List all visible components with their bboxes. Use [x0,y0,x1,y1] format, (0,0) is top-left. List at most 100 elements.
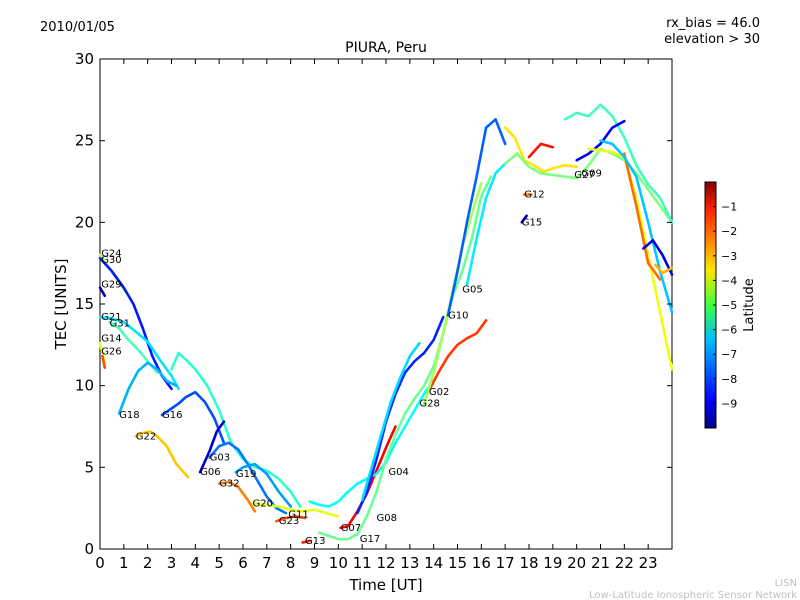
series-g05b [465,162,507,286]
x-tick-label: 7 [262,554,272,572]
colorbar-tick-label: −4 [721,274,737,287]
satellite-label: G16 [162,410,182,421]
satellite-label: G30 [101,255,121,266]
satellite-label: G04 [388,467,408,478]
satellite-label: G18 [119,410,139,421]
satellite-label: G19 [236,469,256,480]
series-g26b [575,119,626,162]
series-g15 [520,214,528,224]
series-g12 [503,126,579,173]
satellite-label: G20 [253,498,273,509]
x-tick-label: 19 [543,554,562,572]
x-tick-label: 20 [567,554,586,572]
series-g09 [563,103,674,224]
x-tick-label: 10 [329,554,348,572]
plot-area [99,58,673,550]
series-g27 [503,147,674,224]
satellite-label: G24 [101,248,121,259]
satellite-label: G27 [574,170,594,181]
satellite-label: G31 [110,319,130,330]
colorbar-tick-label: −6 [721,324,737,337]
x-tick-label: 9 [310,554,320,572]
x-tick-label: 2 [143,554,153,572]
satellite-label: G12 [524,190,544,201]
y-tick-label: 0 [84,540,94,558]
colorbar-tick-label: −2 [721,225,737,238]
colorbar-tick-label: −7 [721,348,737,361]
x-tick-label: 11 [353,554,372,572]
colorbar-tick-label: −8 [721,373,737,386]
series-g22 [134,430,190,479]
series-g23 [275,514,307,523]
x-tick-label: 3 [167,554,177,572]
x-tick-label: 23 [639,554,658,572]
series-g18 [117,361,178,415]
x-tick-label: 0 [95,554,105,572]
y-tick-label: 25 [75,132,94,150]
x-tick-label: 16 [472,554,491,572]
series-g16 [160,390,226,445]
series-g21 [98,315,180,391]
satellite-label: G05 [462,284,482,295]
elevation-label: elevation > 30 [664,32,760,47]
x-tick-label: 22 [615,554,634,572]
x-tick-label: 17 [496,554,515,572]
series-g06 [198,420,226,474]
date-label: 2010/01/05 [40,20,115,35]
series-g29 [98,286,107,298]
footer-org-long: Low-Latitude Ionospheric Sensor Network [589,590,797,600]
colorbar-tick-label: −1 [721,201,737,214]
x-tick-label: 1 [119,554,129,572]
colorbar-ticks: −1 −2 −3 −4 −5 −6 −7 −8 −9 [713,201,737,410]
series-g20 [251,501,340,518]
footer-org-short: LISN [775,578,797,589]
colorbar-label: Latitude [742,278,757,332]
satellite-label: G23 [279,516,299,527]
x-tick-label: 5 [214,554,224,572]
x-tick-label: 12 [376,554,395,572]
series-layer [98,103,674,544]
satellite-label: G28 [419,399,439,410]
series-g28 [360,341,421,502]
x-tick-label: 18 [519,554,538,572]
satellite-label: G29 [101,279,121,290]
series-g05 [446,118,507,317]
series-g21b [642,239,674,276]
satellite-label: G02 [429,387,449,398]
satellite-label: G13 [305,536,325,547]
y-tick-label: 5 [84,458,94,476]
series-g11 [170,351,302,508]
series-g13 [301,539,312,544]
colorbar-tick-label: −9 [721,397,737,410]
satellite-label: G22 [136,431,156,442]
colorbar-tick-label: −5 [721,299,737,312]
satellite-label: G14 [101,333,121,344]
x-axis-label: Time [UT] [348,576,422,594]
x-tick-label: 13 [400,554,419,572]
satellite-label: G08 [377,513,397,524]
satellite-label: G17 [360,534,380,545]
rx-bias-label: rx_bias = 46.0 [666,16,760,31]
y-tick-label: 20 [75,213,94,231]
series-g22b [653,263,674,275]
x-tick-label: 15 [448,554,467,572]
series-g03 [208,441,288,515]
satellite-label: G15 [522,217,542,228]
x-tick-label: 4 [191,554,201,572]
y-tick-label: 30 [75,50,94,68]
x-tick-label: 21 [591,554,610,572]
y-axis-label: TEC [UNITS] [52,259,70,351]
satellite-label: G11 [288,510,308,521]
satellite-label: G10 [448,310,468,321]
chart-title: PIURA, Peru [345,40,427,56]
axis-ticks: 0 1 2 3 4 5 6 7 8 9 10 11 12 13 14 15 16 17 18 19 20 21 22 2305… [75,50,672,572]
satellite-label: G21 [101,312,121,323]
x-tick-label: 6 [238,554,248,572]
satellite-label: G03 [210,453,230,464]
series-g02 [427,318,488,392]
colorbar-tick-label: −3 [721,250,737,263]
series-g19 [234,462,293,508]
x-tick-label: 14 [424,554,443,572]
